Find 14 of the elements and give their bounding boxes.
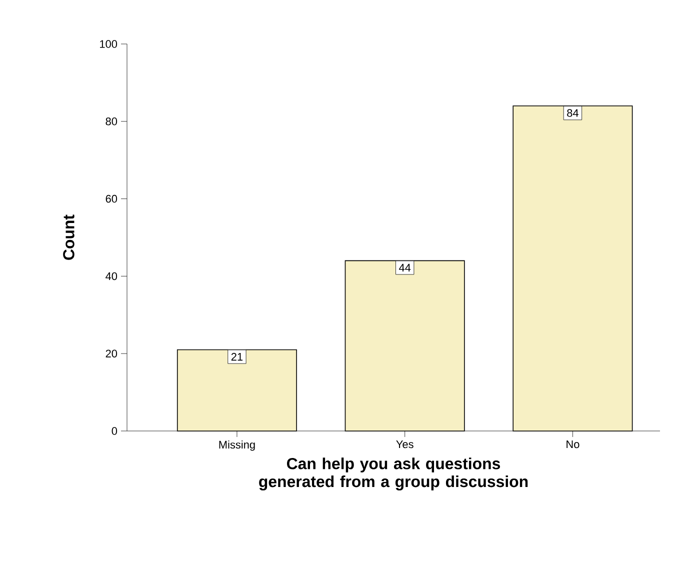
y-tick-label: 0 bbox=[112, 427, 118, 435]
y-tick-label: 60 bbox=[106, 194, 118, 203]
x-tick-label: Missing bbox=[219, 440, 255, 451]
y-tick-label: 40 bbox=[106, 272, 118, 280]
y-tick-label: 80 bbox=[106, 118, 118, 126]
data-label: 21 bbox=[231, 352, 243, 361]
y-axis-title: Count bbox=[63, 214, 74, 260]
y-tick-label: 100 bbox=[100, 40, 118, 48]
x-tick-label: No bbox=[566, 440, 580, 448]
x-tick-label: Yes bbox=[396, 440, 414, 448]
data-label: 44 bbox=[398, 264, 411, 272]
x-axis-title: Can help you ask questions generated from a group discussion bbox=[259, 458, 528, 490]
y-tick-label: 20 bbox=[106, 350, 118, 358]
data-label: 84 bbox=[567, 109, 578, 117]
